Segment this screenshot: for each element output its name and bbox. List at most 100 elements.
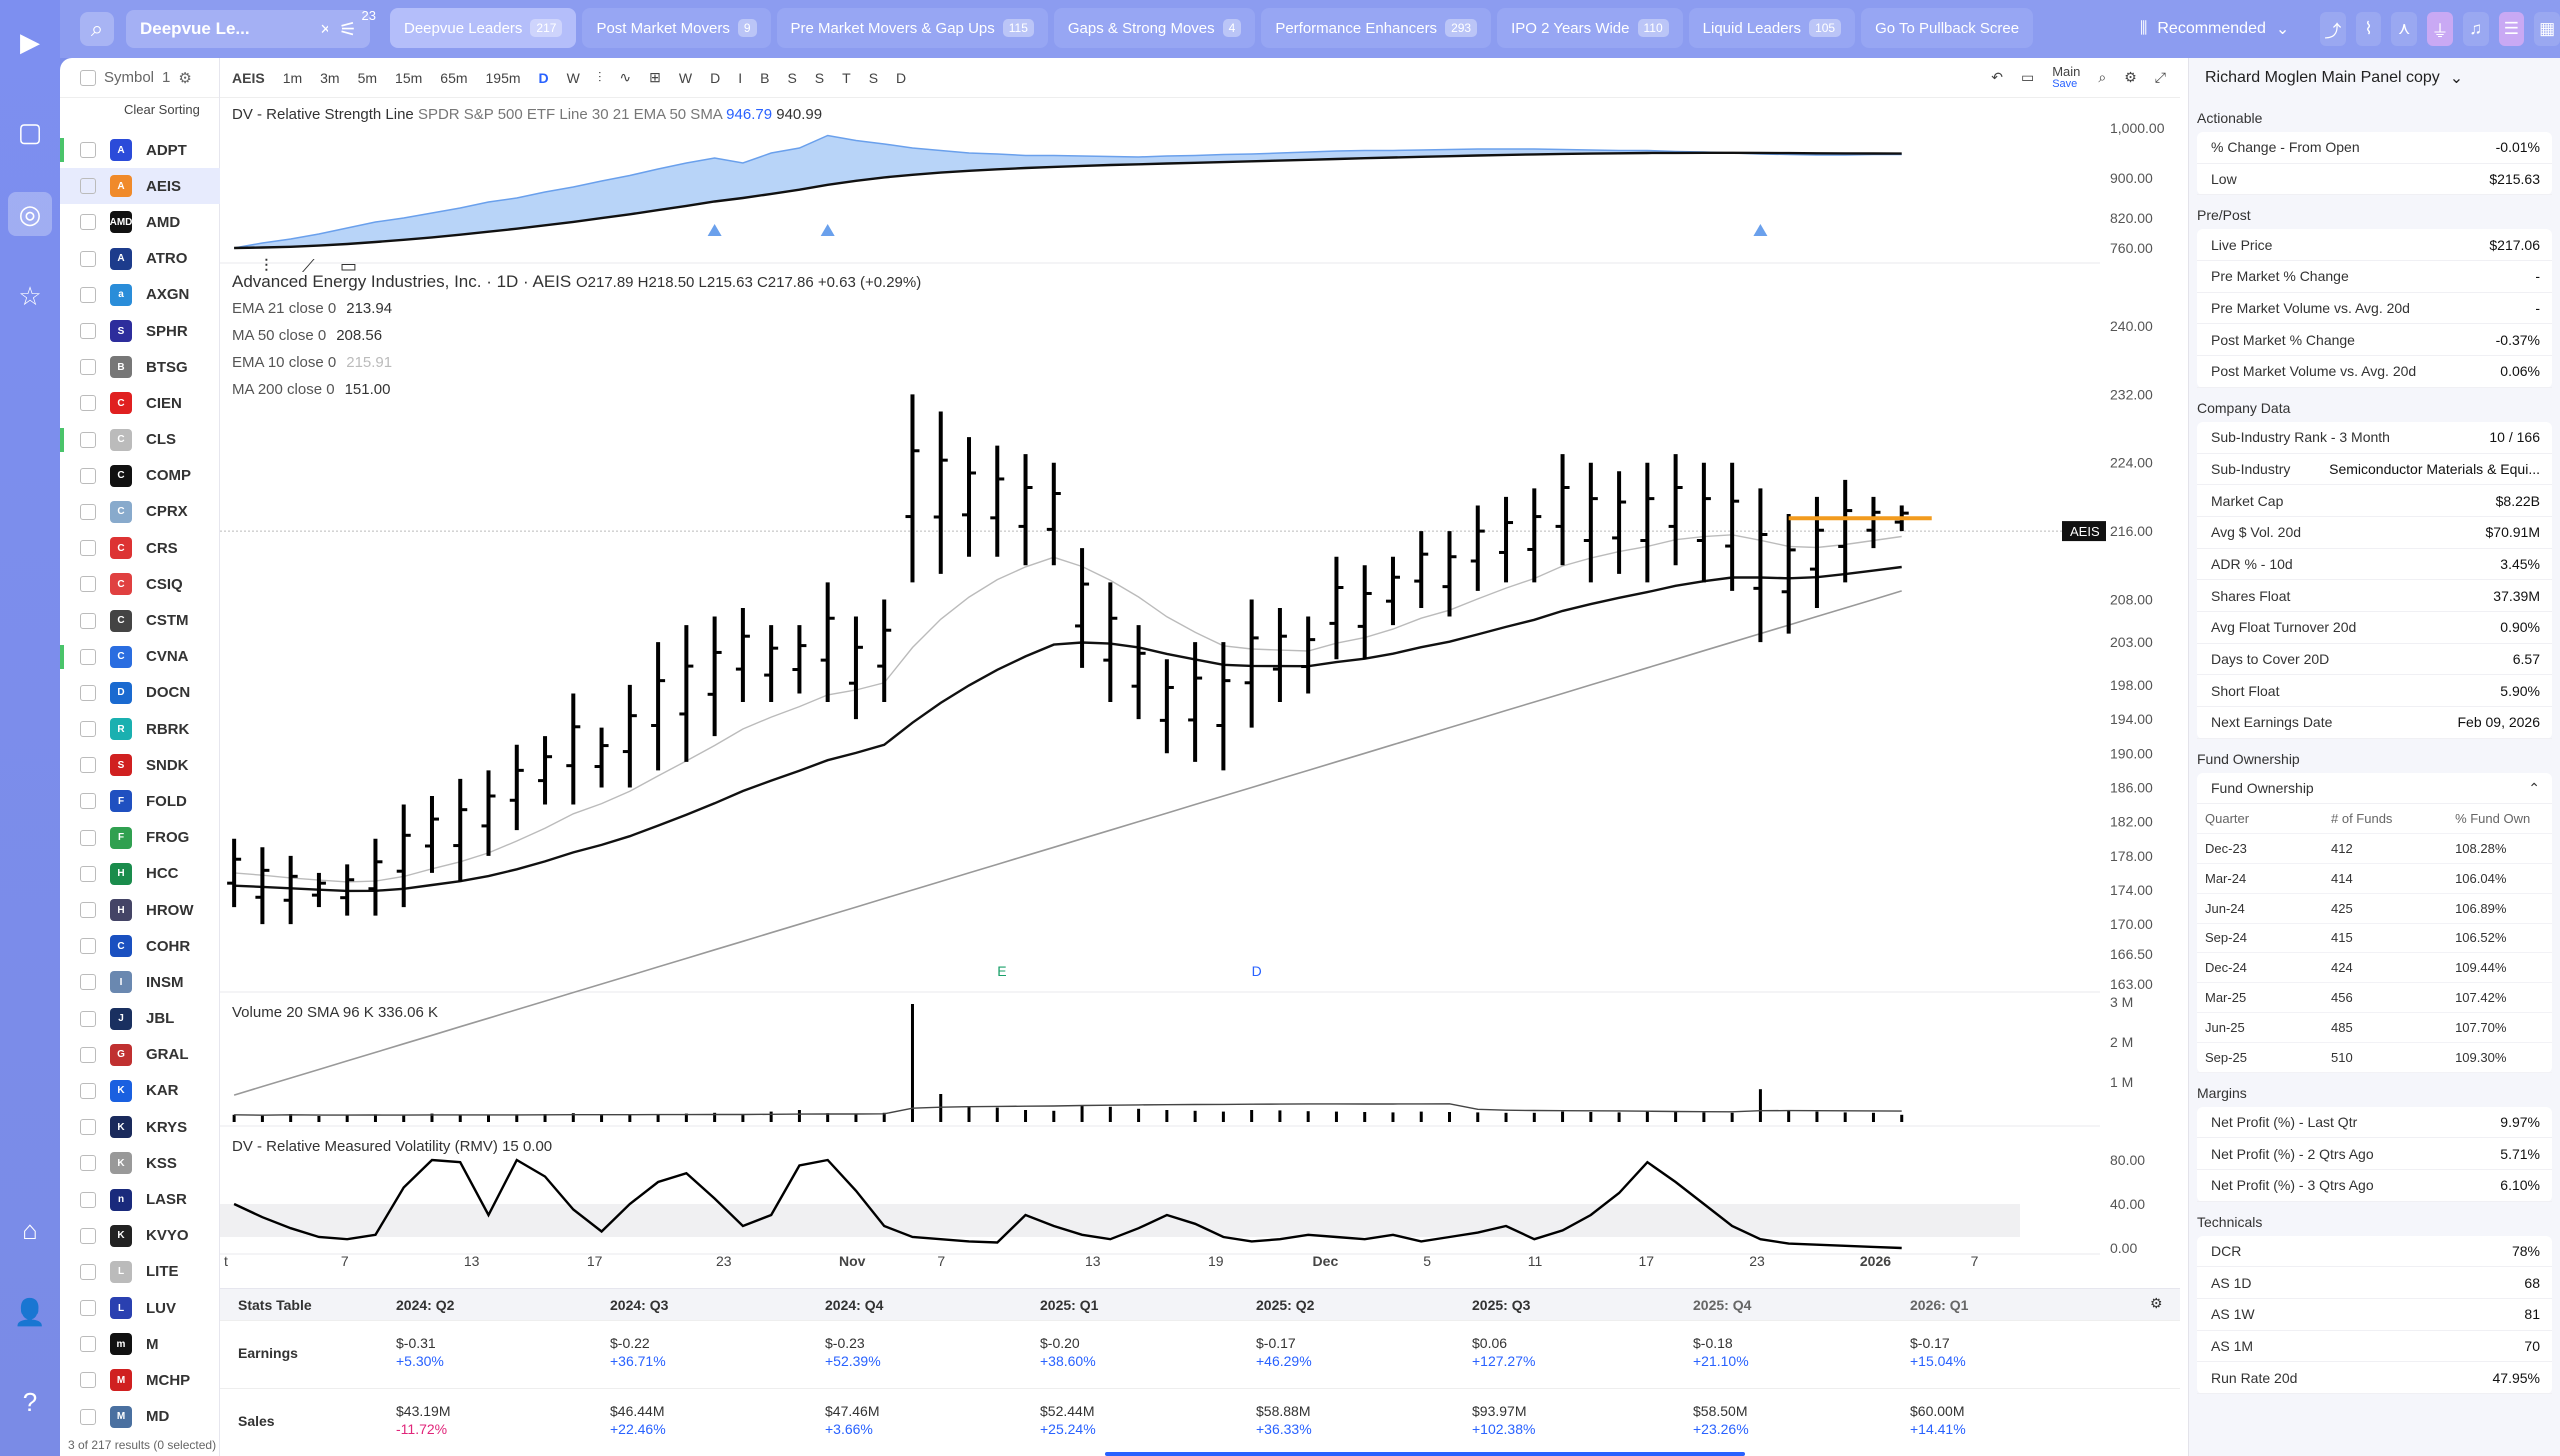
symbol-row[interactable]: C CSTM xyxy=(60,602,220,638)
symbol-row[interactable]: K KSS xyxy=(60,1145,220,1181)
panel-row[interactable]: Avg Float Turnover 20d 0.90% xyxy=(2197,612,2552,644)
symbol-row[interactable]: K KAR xyxy=(60,1073,220,1109)
panel-row[interactable]: Avg $ Vol. 20d $70.91M xyxy=(2197,517,2552,549)
symbol-row[interactable]: G GRAL xyxy=(60,1037,220,1073)
panel-row[interactable]: Sub-Industry Semiconductor Materials & Eq… xyxy=(2197,454,2552,486)
panel-row[interactable]: AS 1W 81 xyxy=(2197,1299,2552,1331)
interval-button[interactable]: W xyxy=(566,69,580,86)
stats-scrollbar[interactable] xyxy=(1105,1452,1745,1456)
panel-row[interactable]: Net Profit (%) - 2 Qtrs Ago 5.71% xyxy=(2197,1138,2552,1170)
panel-row[interactable]: Net Profit (%) - 3 Qtrs Ago 6.10% xyxy=(2197,1170,2552,1202)
search-icon[interactable]: ⌕ xyxy=(80,12,114,46)
symbol-row[interactable]: S SPHR xyxy=(60,313,220,349)
toolbar-toggle[interactable]: D xyxy=(896,69,907,86)
symbol-row[interactable]: F FOLD xyxy=(60,783,220,819)
account-icon[interactable]: 👤 xyxy=(13,1296,47,1327)
undo-icon[interactable]: ↶ xyxy=(1991,69,2003,85)
row-checkbox[interactable] xyxy=(80,612,96,629)
symbol-row[interactable]: A ADPT xyxy=(60,132,220,168)
row-checkbox[interactable] xyxy=(80,1191,96,1208)
toolbar-toggle[interactable]: I xyxy=(738,69,743,86)
screener-icon[interactable]: ◎ xyxy=(8,192,52,236)
toolbar-toggle[interactable]: B xyxy=(760,69,770,86)
symbol-row[interactable]: A AEIS xyxy=(60,168,220,205)
panel-row[interactable]: Sub-Industry Rank - 3 Month 10 / 166 xyxy=(2197,422,2552,454)
row-checkbox[interactable] xyxy=(80,902,96,919)
symbol-row[interactable]: C CLS xyxy=(60,422,220,458)
panel-row[interactable]: Run Rate 20d 47.95% xyxy=(2197,1362,2552,1395)
sort-selector[interactable]: ⫼ Recommended ⌄ xyxy=(2140,12,2310,46)
toolbar-toggle[interactable]: S xyxy=(868,69,879,86)
panel-row[interactable]: Next Earnings Date Feb 09, 2026 xyxy=(2197,707,2552,739)
interval-button[interactable]: 1m xyxy=(282,69,303,86)
panel-row[interactable]: Post Market Volume vs. Avg. 20d 0.06% xyxy=(2197,356,2552,388)
row-checkbox[interactable] xyxy=(80,721,96,738)
symbol-row[interactable]: L LITE xyxy=(60,1254,220,1290)
toolbar-toggle[interactable]: T xyxy=(842,69,851,86)
logo-icon[interactable]: ▶ xyxy=(20,26,40,57)
row-checkbox[interactable] xyxy=(80,323,96,340)
row-checkbox[interactable] xyxy=(80,865,96,882)
row-checkbox[interactable] xyxy=(80,1372,96,1389)
row-checkbox[interactable] xyxy=(80,576,96,593)
folder-icon[interactable]: ▭ xyxy=(2020,69,2035,85)
symbol-row[interactable]: M MCHP xyxy=(60,1362,220,1398)
symbol-row[interactable]: L LUV xyxy=(60,1290,220,1326)
panel-row[interactable]: Low $215.63 xyxy=(2197,164,2552,196)
row-checkbox[interactable] xyxy=(80,142,96,159)
row-checkbox[interactable] xyxy=(80,1336,96,1353)
gear-icon[interactable]: ⚙ xyxy=(2124,69,2137,85)
row-checkbox[interactable] xyxy=(80,540,96,557)
layout-selector[interactable]: Main Save xyxy=(2052,65,2080,91)
alerts-icon[interactable]: ⏚ xyxy=(2427,12,2453,46)
fund-ownership-toggle[interactable]: Fund Ownership ⌃ xyxy=(2197,773,2552,805)
symbol-row[interactable]: K KVYO xyxy=(60,1218,220,1254)
tab-2[interactable]: Pre Market Movers & Gap Ups 115 xyxy=(776,8,1048,48)
row-checkbox[interactable] xyxy=(80,938,96,955)
row-checkbox[interactable] xyxy=(80,286,96,303)
tab-6[interactable]: Liquid Leaders 105 xyxy=(1688,8,1856,48)
chart-icon[interactable]: ⌇ xyxy=(2355,12,2382,46)
row-checkbox[interactable] xyxy=(80,178,96,195)
dividend-event-marker[interactable]: D xyxy=(1252,963,1262,979)
symbol-row[interactable]: B BTSG xyxy=(60,349,220,385)
panel-row[interactable]: Post Market % Change -0.37% xyxy=(2197,324,2552,357)
comment-tool-icon[interactable]: ▭ xyxy=(340,256,357,277)
scan-icon[interactable]: ⋏ xyxy=(2391,12,2418,46)
list-view-icon[interactable]: ☰ xyxy=(2498,12,2525,46)
dashboard-icon[interactable]: ▢ xyxy=(17,116,43,147)
toolbar-toggle[interactable]: W xyxy=(678,69,693,86)
row-checkbox[interactable] xyxy=(80,359,96,376)
symbol-row[interactable]: C CPRX xyxy=(60,494,220,530)
row-checkbox[interactable] xyxy=(80,250,96,267)
toolbar-toggle[interactable]: S xyxy=(814,69,825,86)
panel-row[interactable]: DCR 78% xyxy=(2197,1236,2552,1268)
panel-row[interactable]: Short Float 5.90% xyxy=(2197,675,2552,707)
filter-button[interactable]: ⚟ 23 xyxy=(328,8,376,48)
row-checkbox[interactable] xyxy=(80,1408,96,1425)
panel-row[interactable]: Pre Market Volume vs. Avg. 20d - xyxy=(2197,293,2552,325)
row-checkbox[interactable] xyxy=(80,974,96,991)
row-checkbox[interactable] xyxy=(80,467,96,484)
symbol-row[interactable]: C COMP xyxy=(60,458,220,494)
tab-0[interactable]: Deepvue Leaders 217 xyxy=(390,8,577,48)
row-checkbox[interactable] xyxy=(80,684,96,701)
chart-canvas[interactable]: 240.00 232.00 224.00 216.00 208.00 203.00 198.… xyxy=(220,98,2180,1268)
row-checkbox[interactable] xyxy=(80,793,96,810)
education-icon[interactable]: ⌂ xyxy=(22,1214,38,1245)
row-checkbox[interactable] xyxy=(80,1010,96,1027)
symbol-row[interactable]: D DOCN xyxy=(60,675,220,711)
toolbar-toggle[interactable]: D xyxy=(710,69,721,86)
interval-button[interactable]: D xyxy=(538,69,549,86)
row-checkbox[interactable] xyxy=(80,503,96,520)
interval-button[interactable]: 195m xyxy=(485,69,521,86)
chart-type-icon[interactable]: ⫶ xyxy=(597,69,602,85)
symbol-row[interactable]: A ATRO xyxy=(60,241,220,277)
toolbar-toggle[interactable]: S xyxy=(787,69,797,86)
panel-row[interactable]: AS 1D 68 xyxy=(2197,1267,2552,1299)
symbol-row[interactable]: C COHR xyxy=(60,928,220,964)
gear-icon[interactable]: ⚙ xyxy=(178,69,192,87)
row-checkbox[interactable] xyxy=(80,648,96,665)
gear-icon[interactable]: ⚙ xyxy=(2150,1295,2163,1311)
row-checkbox[interactable] xyxy=(80,757,96,774)
